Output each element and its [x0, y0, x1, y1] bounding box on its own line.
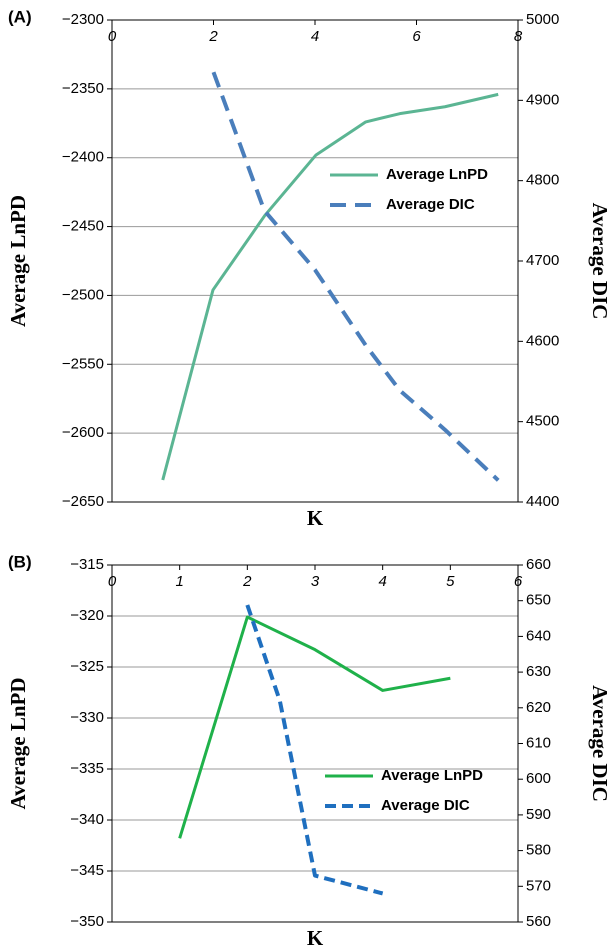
legend-label: Average DIC: [386, 196, 475, 213]
y2-tick-label: 570: [526, 877, 551, 894]
y-tick-label: −2400: [62, 149, 104, 166]
x-tick-label: 4: [311, 28, 319, 45]
x-tick-label: 2: [242, 573, 252, 590]
y2-tick-label: 5000: [526, 11, 559, 28]
y-tick-label: −2500: [62, 286, 104, 303]
y-tick-label: −320: [70, 607, 104, 624]
legend-label: Average LnPD: [381, 767, 483, 784]
x-tick-label: 6: [412, 28, 421, 45]
series-line: [178, 615, 451, 839]
x-tick-label: 4: [378, 573, 386, 590]
y-tick-label: −335: [70, 760, 104, 777]
y-tick-label: −315: [70, 556, 104, 573]
y2-tick-label: 4700: [526, 252, 559, 269]
panel-label: (B): [8, 552, 32, 571]
y-tick-label: −2600: [62, 424, 104, 441]
y2-axis-title: Average DIC: [588, 203, 612, 320]
x-tick-label: 2: [208, 28, 218, 45]
y2-tick-label: 620: [526, 699, 551, 716]
x-axis-title: K: [307, 506, 324, 530]
x-tick-label: 1: [175, 573, 183, 590]
y2-tick-label: 590: [526, 806, 551, 823]
legend-label: Average LnPD: [386, 166, 488, 183]
y2-tick-label: 4900: [526, 91, 559, 108]
y2-tick-label: 4600: [526, 332, 559, 349]
series-line: [161, 92, 499, 481]
y-tick-label: −345: [70, 862, 104, 879]
y-tick-label: −2300: [62, 11, 104, 28]
y2-tick-label: 630: [526, 663, 551, 680]
y-axis-title: Average LnPD: [6, 195, 30, 327]
y2-tick-label: 600: [526, 770, 551, 787]
y2-tick-label: 660: [526, 556, 551, 573]
series-line: [245, 604, 384, 896]
y2-tick-label: 640: [526, 627, 551, 644]
series-line: [211, 71, 500, 482]
y-tick-label: −330: [70, 709, 104, 726]
legend-label: Average DIC: [381, 797, 470, 814]
x-axis-title: K: [307, 926, 324, 949]
y-tick-label: −2350: [62, 80, 104, 97]
y-tick-label: −340: [70, 811, 104, 828]
y2-tick-label: 4800: [526, 172, 559, 189]
y-tick-label: −2550: [62, 355, 104, 372]
y2-tick-label: 4500: [526, 413, 559, 430]
y-tick-label: −350: [70, 913, 104, 930]
y2-tick-label: 580: [526, 842, 551, 859]
y2-tick-label: 560: [526, 913, 551, 930]
y-tick-label: −2450: [62, 218, 104, 235]
y2-tick-label: 650: [526, 592, 551, 609]
x-tick-label: 3: [311, 573, 320, 590]
y2-tick-label: 4400: [526, 493, 559, 510]
y2-tick-label: 610: [526, 734, 551, 751]
panel-label: (A): [8, 7, 32, 26]
y2-axis-title: Average DIC: [588, 685, 612, 802]
y-tick-label: −325: [70, 658, 104, 675]
y-tick-label: −2650: [62, 493, 104, 510]
x-tick-label: 5: [446, 573, 455, 590]
y-axis-title: Average LnPD: [6, 678, 30, 810]
